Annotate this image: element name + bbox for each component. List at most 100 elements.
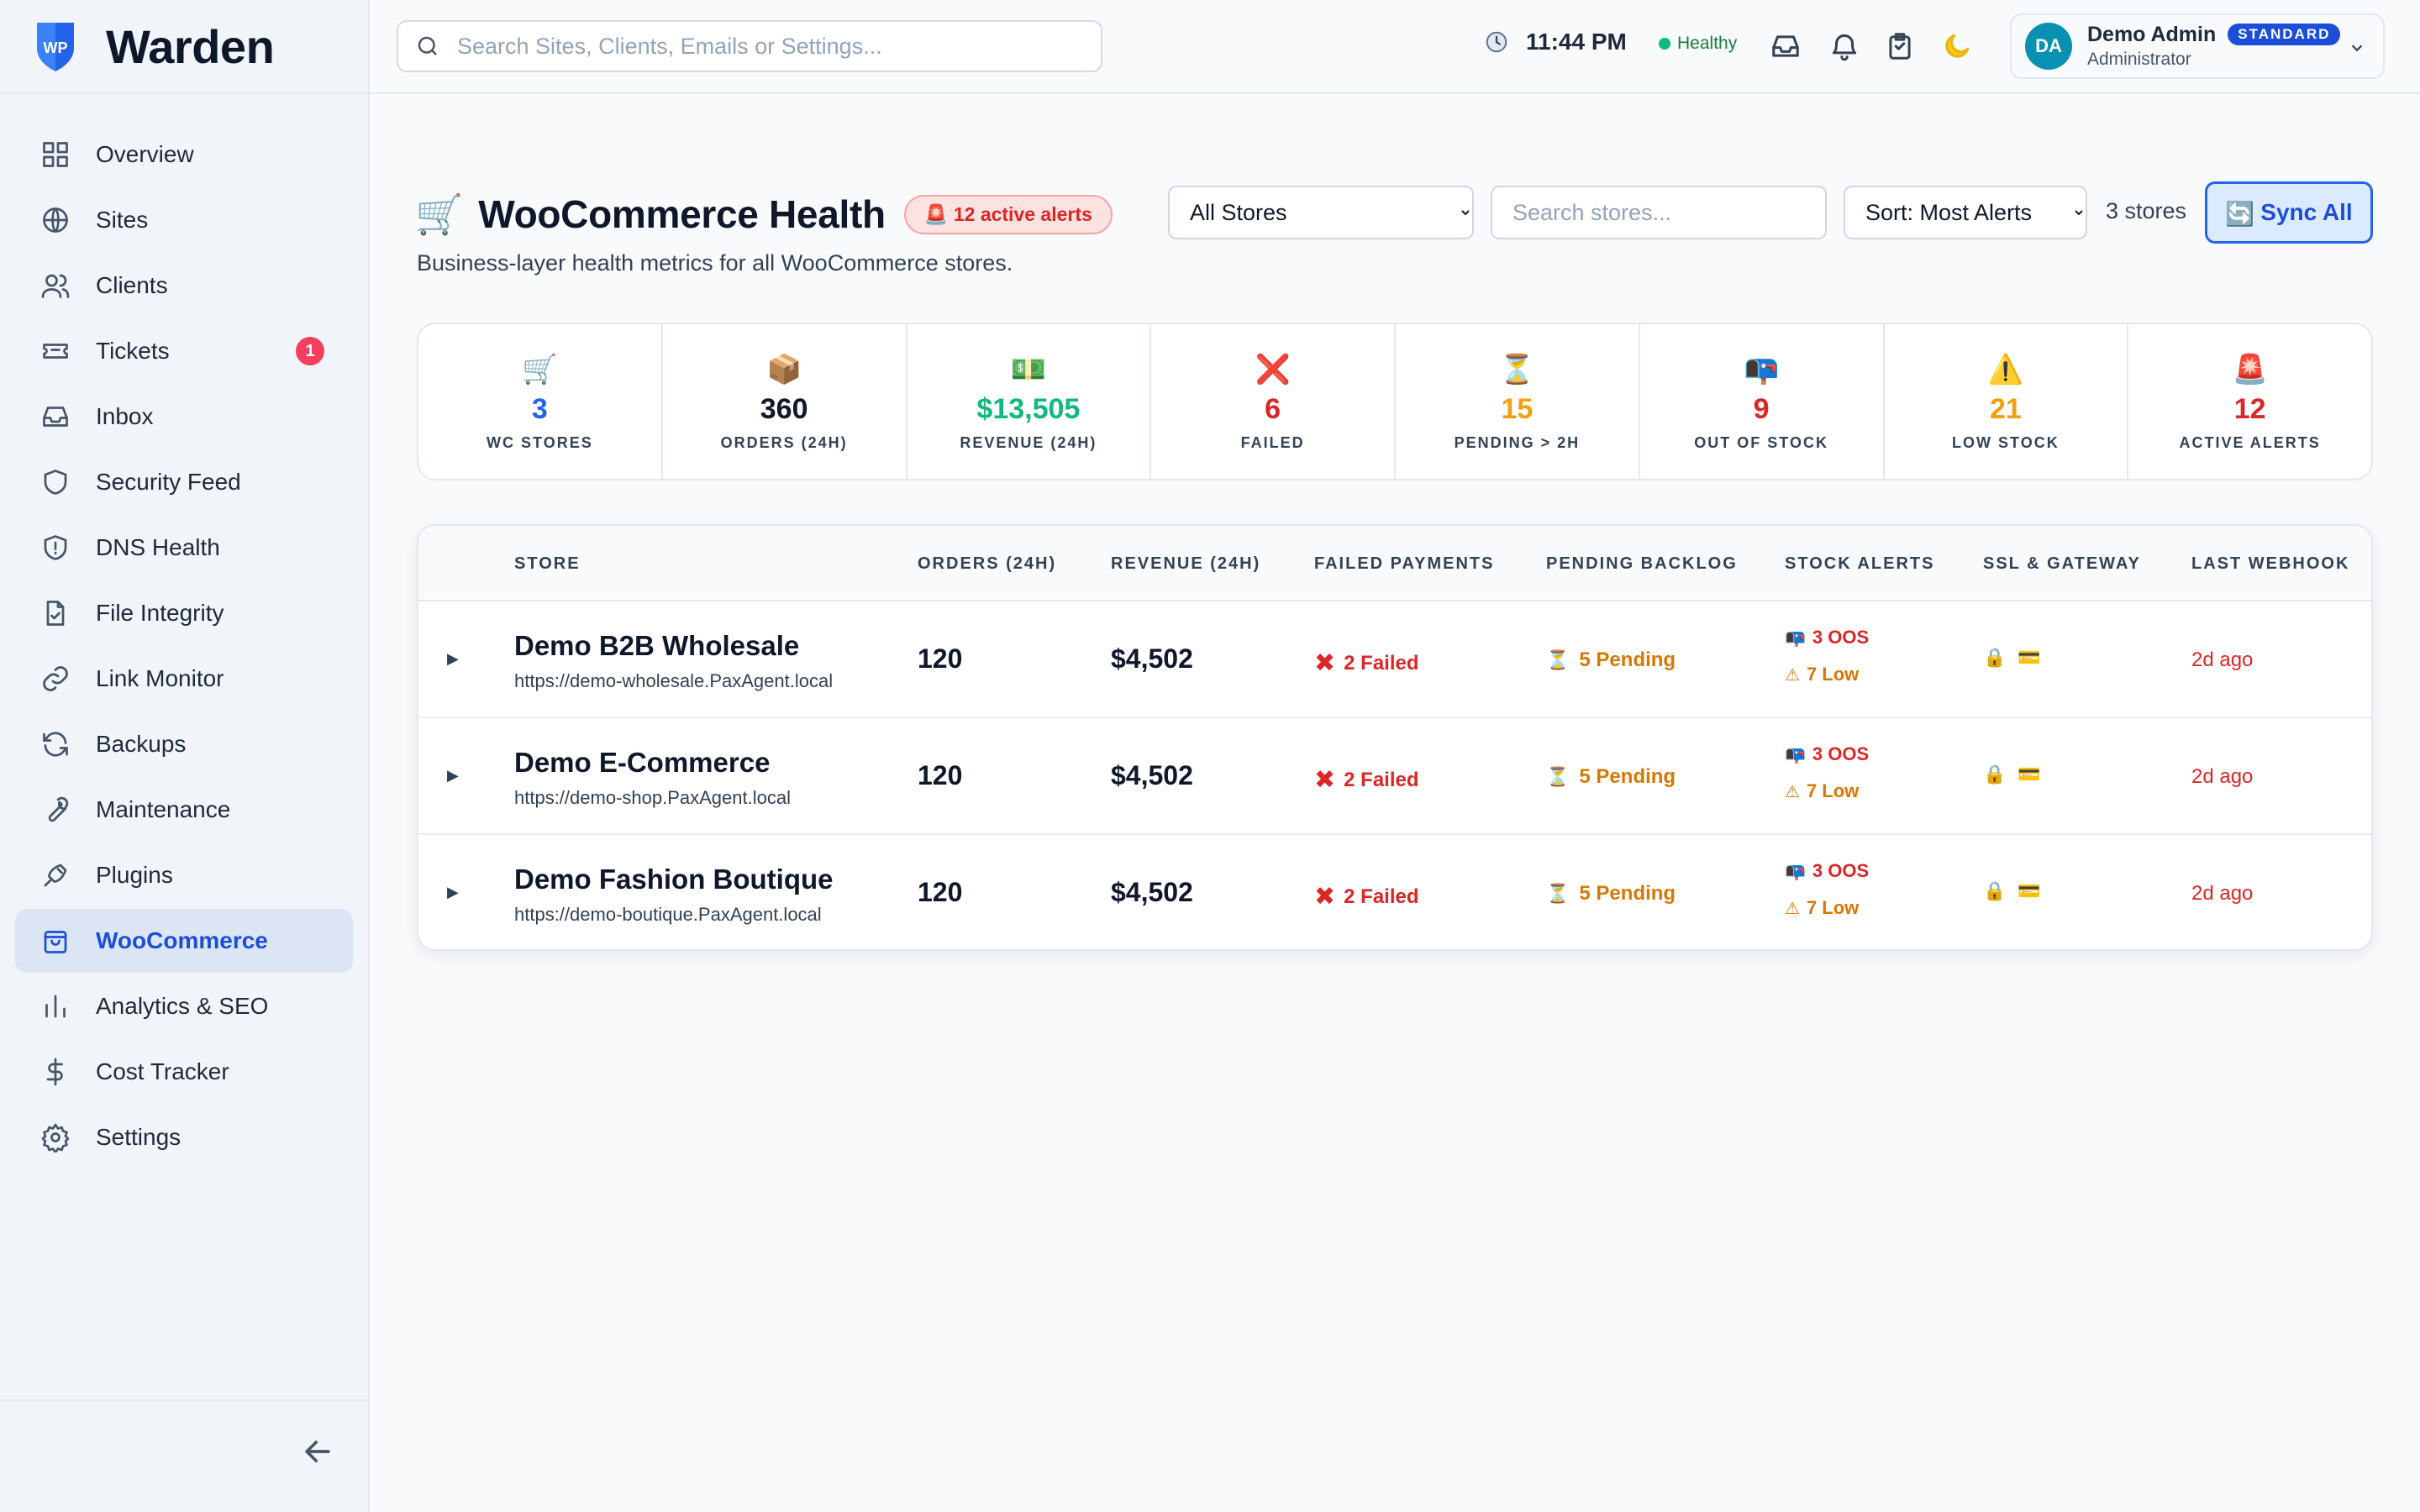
mailbox-icon: 📭: [1785, 745, 1806, 764]
health-dot-icon: [1659, 38, 1670, 50]
shield-alert-icon: [40, 533, 71, 563]
moon-icon[interactable]: [1941, 30, 1973, 62]
expand-row-icon[interactable]: ▶: [447, 884, 459, 900]
active-alerts-badge[interactable]: 🚨 12 active alerts: [903, 194, 1113, 234]
out-of-stock-alert: 📭 3 OOS: [1785, 743, 1869, 765]
tickets-count-badge: 1: [296, 337, 324, 365]
user-menu[interactable]: DA Demo Admin STANDARD Administrator: [2010, 13, 2385, 79]
sidebar-item-link-monitor[interactable]: Link Monitor: [15, 647, 353, 711]
sidebar-item-overview[interactable]: Overview: [15, 123, 353, 186]
column-header-last-webhook[interactable]: LAST WEBHOOK: [2191, 554, 2350, 573]
sidebar-item-maintenance[interactable]: Maintenance: [15, 778, 353, 842]
pending-backlog: ⏳ 5 Pending: [1546, 765, 1676, 789]
sidebar-footer: [0, 1399, 368, 1512]
stat-revenue: 💵 $13,505 REVENUE (24H): [908, 324, 1152, 479]
stat-label: LOW STOCK: [1952, 434, 2060, 451]
stat-label: WC STORES: [487, 434, 593, 451]
oos-text: 3 OOS: [1812, 627, 1870, 648]
app-name: Warden: [106, 19, 275, 73]
table-row[interactable]: ▶ Demo B2B Wholesale https://demo-wholes…: [418, 601, 2371, 718]
sidebar-item-label: Plugins: [96, 862, 173, 888]
store-name[interactable]: Demo Fashion Boutique: [514, 864, 834, 895]
column-header-ssl-gateway[interactable]: SSL & GATEWAY: [1983, 554, 2141, 573]
inbox-icon[interactable]: [1770, 30, 1802, 62]
collapse-sidebar-button[interactable]: [299, 1433, 336, 1470]
brand[interactable]: WP Warden: [0, 0, 368, 94]
hourglass-icon: ⏳: [1546, 649, 1570, 670]
sidebar-item-sites[interactable]: Sites: [15, 188, 353, 252]
sidebar-item-plugins[interactable]: Plugins: [15, 843, 353, 907]
clock-icon: [1486, 31, 1507, 53]
bell-icon[interactable]: [1828, 30, 1860, 62]
ssl-gateway: 🔒 💳: [1983, 880, 2041, 902]
sync-all-button[interactable]: 🔄 Sync All: [2205, 181, 2373, 244]
credit-card-icon: 💳: [2018, 880, 2041, 901]
mailbox-icon: 📭: [1785, 862, 1806, 881]
page-header: 🛒 WooCommerce Health 🚨 12 active alerts: [415, 185, 1113, 244]
table-row[interactable]: ▶ Demo Fashion Boutique https://demo-bou…: [418, 835, 2371, 949]
page-subtitle: Business-layer health metrics for all Wo…: [417, 250, 1013, 276]
sidebar-item-tickets[interactable]: Tickets 1: [15, 319, 353, 383]
sidebar-item-analytics-seo[interactable]: Analytics & SEO: [15, 974, 353, 1038]
sidebar-item-security-feed[interactable]: Security Feed: [15, 450, 353, 514]
failed-text: 2 Failed: [1344, 768, 1419, 791]
sidebar-item-woocommerce[interactable]: WooCommerce: [15, 909, 353, 973]
stat-value: 360: [760, 393, 808, 425]
store-name[interactable]: Demo E-Commerce: [514, 747, 771, 778]
siren-icon: 🚨: [2232, 354, 2268, 386]
last-webhook: 2d ago: [2191, 648, 2254, 671]
stat-label: PENDING > 2H: [1454, 434, 1581, 451]
column-header-orders[interactable]: ORDERS (24H): [918, 554, 1057, 573]
sidebar-item-clients[interactable]: Clients: [15, 254, 353, 318]
sidebar-item-cost-tracker[interactable]: Cost Tracker: [15, 1040, 353, 1104]
revenue-value: $4,502: [1111, 643, 1193, 674]
sidebar-item-backups[interactable]: Backups: [15, 712, 353, 776]
expand-row-icon[interactable]: ▶: [447, 650, 459, 667]
money-icon: 💵: [1010, 354, 1047, 386]
column-header-pending-backlog[interactable]: PENDING BACKLOG: [1546, 554, 1738, 573]
global-search-input[interactable]: [457, 33, 1096, 60]
table-row[interactable]: ▶ Demo E-Commerce https://demo-shop.PaxA…: [418, 718, 2371, 835]
store-filter-select[interactable]: All Stores: [1168, 186, 1474, 239]
sort-select[interactable]: Sort: Most Alerts: [1844, 186, 2087, 239]
expand-row-icon[interactable]: ▶: [447, 767, 459, 784]
store-url[interactable]: https://demo-boutique.PaxAgent.local: [514, 904, 822, 925]
out-of-stock-alert: 📭 3 OOS: [1785, 627, 1869, 648]
revenue-value: $4,502: [1111, 877, 1193, 907]
lock-icon: 🔒: [1983, 647, 2007, 668]
column-header-store[interactable]: STORE: [514, 554, 581, 573]
clipboard-icon[interactable]: [1884, 30, 1916, 62]
stat-pending: ⏳ 15 PENDING > 2H: [1396, 324, 1640, 479]
store-name[interactable]: Demo B2B Wholesale: [514, 630, 800, 661]
stat-label: REVENUE (24H): [960, 434, 1097, 451]
sidebar-item-label: Maintenance: [96, 796, 231, 822]
store-url[interactable]: https://demo-wholesale.PaxAgent.local: [514, 670, 834, 691]
dollar-icon: [40, 1057, 71, 1087]
pending-text: 5 Pending: [1579, 648, 1676, 671]
low-stock-alert: ⚠ 7 Low: [1785, 664, 1859, 685]
sidebar-item-dns-health[interactable]: DNS Health: [15, 516, 353, 580]
store-search-input[interactable]: [1491, 186, 1827, 239]
sidebar-item-settings[interactable]: Settings: [15, 1105, 353, 1169]
global-search[interactable]: [397, 20, 1102, 72]
warning-icon: ⚠: [1785, 899, 1800, 918]
low-text: 7 Low: [1806, 780, 1860, 801]
sidebar-item-file-integrity[interactable]: File Integrity: [15, 581, 353, 645]
stat-label: ACTIVE ALERTS: [2179, 434, 2321, 451]
stat-out-of-stock: 📭 9 OUT OF STOCK: [1640, 324, 1885, 479]
ssl-gateway: 🔒 💳: [1983, 764, 2041, 785]
stat-value: 12: [2233, 393, 2266, 425]
stat-label: ORDERS (24H): [720, 434, 848, 451]
health-status[interactable]: Healthy: [1659, 34, 1737, 54]
shopping-bag-icon: [40, 926, 71, 956]
store-url[interactable]: https://demo-shop.PaxAgent.local: [514, 787, 791, 808]
hourglass-icon: ⏳: [1499, 354, 1535, 386]
sidebar-item-label: Tickets: [96, 338, 170, 364]
sidebar-item-inbox[interactable]: Inbox: [15, 385, 353, 449]
column-header-stock-alerts[interactable]: STOCK ALERTS: [1785, 554, 1935, 573]
failed-payments: ✖ 2 Failed: [1314, 648, 1419, 678]
warning-icon: ⚠: [1785, 782, 1800, 801]
column-header-revenue[interactable]: REVENUE (24H): [1111, 554, 1261, 573]
column-header-failed-payments[interactable]: FAILED PAYMENTS: [1314, 554, 1495, 573]
sidebar: WP Warden Overview Sites Clients Tickets…: [0, 0, 370, 1512]
